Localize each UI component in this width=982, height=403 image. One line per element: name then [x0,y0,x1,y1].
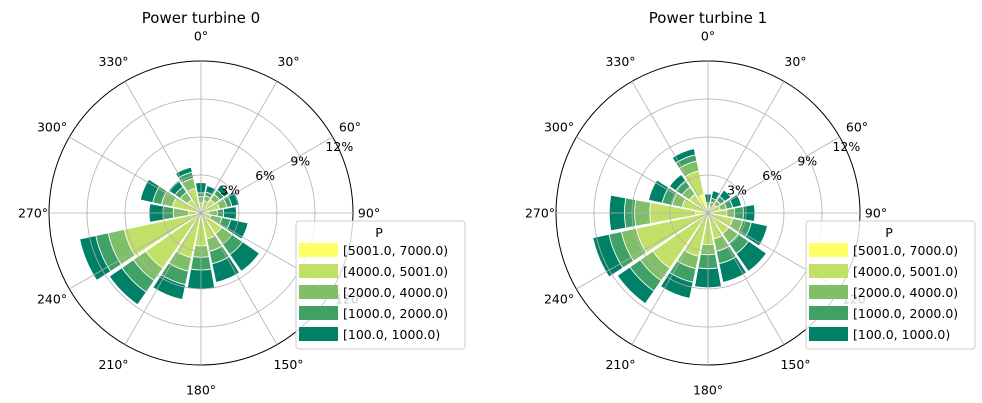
grid-spoke-150 [707,212,785,345]
theta-tick-label: 330° [605,54,635,69]
chart-title: Power turbine 1 [649,9,767,27]
sector-225-0 [616,266,655,305]
legend-label: [2000.0, 4000.0) [853,285,958,300]
sector-315-0 [668,173,687,192]
sector-67.5-0 [227,191,240,207]
legend-swatch [809,264,848,278]
legend-label: [5001.0, 7000.0) [853,243,958,258]
theta-tick-label: 0° [701,29,715,44]
legend-label: [2000.0, 4000.0) [343,285,448,300]
legend-swatch [299,306,338,320]
grid-spoke-150 [200,212,278,345]
legend-label: [100.0, 1000.0) [853,327,950,342]
legend-swatch [299,264,338,278]
radial-tick-label: 3% [220,182,240,197]
radial-tick-label: 12% [325,139,353,154]
sector-315-0 [168,180,184,196]
sector-67.5-0 [728,193,742,209]
theta-tick-label: 60° [339,120,361,135]
radial-tick-label: 9% [290,153,310,168]
theta-tick-label: 240° [37,292,67,307]
theta-tick-label: 270° [525,206,555,221]
legend-box [805,220,976,350]
legend-swatch [809,327,848,341]
legend-title: P [885,225,893,240]
theta-tick-label: 210° [98,357,128,372]
theta-tick-label: 150° [780,357,810,372]
grid-spoke-210 [124,212,202,345]
legend-swatch [809,306,848,320]
theta-tick-label: 210° [605,357,635,372]
legend-label: [1000.0, 2000.0) [853,306,958,321]
sector-22.5-0 [710,190,721,201]
radial-tick-label: 3% [727,182,747,197]
theta-tick-label: 180° [693,383,723,398]
grid-spoke-30 [707,81,785,214]
legend-label: [4000.0, 5001.0) [343,264,448,279]
legend-swatch [299,285,338,299]
sector-337.5-0 [175,166,193,179]
sector-45-0 [718,189,732,203]
windrose-chart-0: Power turbine 00°30°60°90°120°150°180°21… [18,9,466,398]
legend-label: [4000.0, 5001.0) [853,264,958,279]
sector-22.5-0 [205,185,217,196]
theta-tick-label: 180° [186,383,216,398]
sector-225-0 [108,267,147,306]
radial-tick-label: 12% [832,139,860,154]
grid-spoke-330 [124,81,202,214]
sector-292.5-0 [139,178,161,204]
legend-title: P [375,225,383,240]
legend-box [295,220,466,350]
windrose-chart-1: Power turbine 10°30°60°90°120°150°180°21… [525,9,976,398]
legend-swatch [809,243,848,257]
grid-spoke-330 [631,81,709,214]
legend-swatch [809,285,848,299]
grid-spoke-210 [631,212,709,345]
theta-tick-label: 0° [194,29,208,44]
radial-tick-label: 6% [762,168,782,183]
sector-337.5-0 [671,148,696,164]
sector-292.5-0 [648,179,670,204]
grid-spoke-60 [707,136,840,214]
theta-tick-label: 270° [18,206,48,221]
radial-tick-label: 9% [797,153,817,168]
grid-spoke-240 [69,212,202,290]
theta-tick-label: 240° [544,292,574,307]
chart-title: Power turbine 0 [142,9,260,27]
grid-spoke-240 [576,212,709,290]
sector-157.5-0 [718,256,748,283]
sector-202.5-0 [660,272,694,299]
sector-202.5-0 [152,274,187,301]
legend-label: [1000.0, 2000.0) [343,306,448,321]
grid-spoke-30 [200,81,278,214]
sector-112.5-0 [225,218,249,240]
grid-spoke-300 [576,136,709,214]
theta-tick-label: 330° [98,54,128,69]
sector-157.5-0 [211,256,241,283]
theta-tick-label: 60° [846,120,868,135]
grid-spoke-60 [200,136,333,214]
theta-tick-label: 300° [37,120,67,135]
legend-label: [5001.0, 7000.0) [343,243,448,258]
sector-135-0 [229,241,260,272]
theta-tick-label: 150° [273,357,303,372]
legend-swatch [299,243,338,257]
theta-tick-label: 30° [277,54,299,69]
theta-tick-label: 30° [784,54,806,69]
grid-spoke-300 [69,136,202,214]
sector-135-0 [735,240,767,272]
sector-45-0 [216,184,230,198]
theta-tick-label: 300° [544,120,574,135]
theta-tick-label: 90° [358,206,380,221]
sector-112.5-0 [744,221,768,247]
legend-swatch [299,327,338,341]
legend-label: [100.0, 1000.0) [343,327,440,342]
theta-tick-label: 90° [865,206,887,221]
radial-tick-label: 6% [255,168,275,183]
